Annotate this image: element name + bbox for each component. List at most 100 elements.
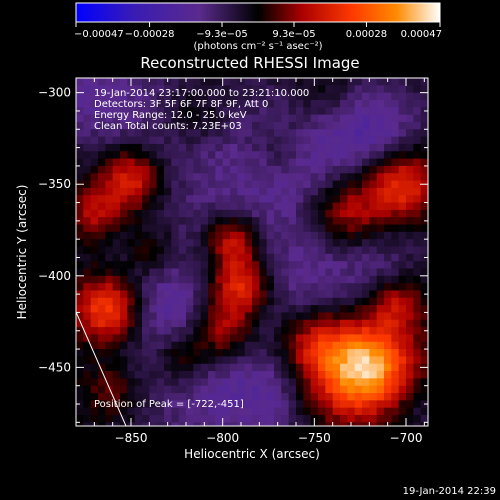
heatmap-cell — [244, 378, 253, 387]
heatmap-cell — [244, 195, 253, 203]
heatmap-cell — [369, 114, 378, 123]
heatmap-cell — [310, 297, 319, 306]
heatmap-cell — [178, 180, 187, 189]
heatmap-cell — [215, 297, 224, 306]
heatmap-cell — [340, 99, 348, 108]
heatmap-cells — [76, 78, 428, 426]
heatmap-cell — [362, 393, 370, 401]
heatmap-cell — [120, 129, 128, 138]
heatmap-cell — [318, 202, 326, 211]
heatmap-cell — [281, 78, 290, 86]
heatmap-cell — [391, 217, 400, 225]
heatmap-cell — [230, 129, 238, 138]
heatmap-cell — [369, 217, 378, 225]
heatmap-cell — [134, 143, 143, 152]
heatmap-cell — [288, 143, 297, 152]
heatmap-cell — [244, 349, 253, 357]
heatmap-cell — [244, 356, 253, 365]
heatmap-cell — [376, 312, 385, 321]
heatmap-cell — [274, 231, 282, 240]
heatmap-cell — [259, 246, 268, 255]
heatmap-cell — [384, 107, 392, 116]
heatmap-cell — [274, 334, 282, 343]
heatmap-cell — [384, 239, 392, 247]
heatmap-cell — [413, 407, 422, 416]
heatmap-cell — [413, 363, 422, 372]
heatmap-cell — [193, 334, 202, 343]
heatmap-cell — [420, 385, 428, 394]
heatmap-cell — [193, 92, 202, 101]
heatmap-cell — [259, 371, 268, 379]
heatmap-cell — [288, 363, 297, 372]
heatmap-cell — [149, 129, 158, 138]
heatmap-cell — [76, 92, 84, 101]
heatmap-cell — [303, 334, 312, 343]
heatmap-cell — [362, 422, 370, 426]
heatmap-cell — [142, 283, 150, 291]
heatmap-cell — [266, 195, 275, 203]
heatmap-cell — [98, 165, 106, 174]
heatmap-cell — [391, 363, 400, 372]
heatmap-cell — [178, 363, 187, 372]
heatmap-cell — [186, 297, 194, 306]
heatmap-cell — [347, 275, 356, 284]
heatmap-cell — [376, 224, 385, 233]
heatmap-cell — [420, 129, 428, 138]
heatmap-cell — [215, 209, 224, 218]
heatmap-cell — [164, 158, 172, 167]
heatmap-cell — [384, 371, 392, 379]
heatmap-cell — [208, 173, 216, 181]
heatmap-cell — [127, 327, 136, 335]
heatmap-cell — [156, 224, 165, 233]
heatmap-cell — [164, 121, 172, 130]
heatmap-cell — [259, 268, 268, 277]
heatmap-cell — [369, 371, 378, 379]
heatmap-cell — [90, 327, 99, 335]
heatmap-cell — [142, 341, 150, 350]
heatmap-cell — [369, 129, 378, 138]
heatmap-cell — [237, 143, 246, 152]
heatmap-cell — [244, 121, 253, 130]
heatmap-cell — [171, 231, 180, 240]
heatmap-cell — [112, 239, 121, 247]
heatmap-cell — [186, 319, 194, 328]
heatmap-cell — [274, 341, 282, 350]
heatmap-cell — [318, 107, 326, 116]
heatmap-cell — [384, 187, 392, 196]
heatmap-cell — [413, 217, 422, 225]
heatmap-cell — [244, 136, 253, 145]
heatmap-cell — [325, 78, 334, 86]
heatmap-cell — [230, 165, 238, 174]
heatmap-cell — [325, 217, 334, 225]
heatmap-cell — [340, 275, 348, 284]
heatmap-cell — [193, 224, 202, 233]
heatmap-cell — [281, 195, 290, 203]
heatmap-cell — [288, 341, 297, 350]
heatmap-cell — [208, 165, 216, 174]
heatmap-cell — [398, 305, 407, 313]
heatmap-cell — [354, 121, 363, 130]
heatmap-cell — [178, 114, 187, 123]
heatmap-cell — [310, 202, 319, 211]
heatmap-cell — [252, 268, 260, 277]
heatmap-cell — [156, 415, 165, 423]
heatmap-cell — [259, 224, 268, 233]
heatmap-cell — [222, 158, 231, 167]
heatmap-cell — [237, 407, 246, 416]
heatmap-cell — [274, 224, 282, 233]
heatmap-cell — [149, 385, 158, 394]
heatmap-cell — [164, 415, 172, 423]
heatmap-cell — [347, 99, 356, 108]
heatmap-cell — [281, 136, 290, 145]
heatmap-cell — [208, 349, 216, 357]
heatmap-cell — [384, 327, 392, 335]
heatmap-cell — [105, 78, 114, 86]
heatmap-cell — [340, 290, 348, 299]
heatmap-cell — [406, 114, 414, 123]
heatmap-cell — [325, 290, 334, 299]
heatmap-cell — [120, 158, 128, 167]
heatmap-cell — [171, 371, 180, 379]
plot-area: −850 −800 −750 −700−300−350−400−450 — [38, 77, 429, 445]
heatmap-cell — [413, 99, 422, 108]
heatmap-cell — [420, 356, 428, 365]
